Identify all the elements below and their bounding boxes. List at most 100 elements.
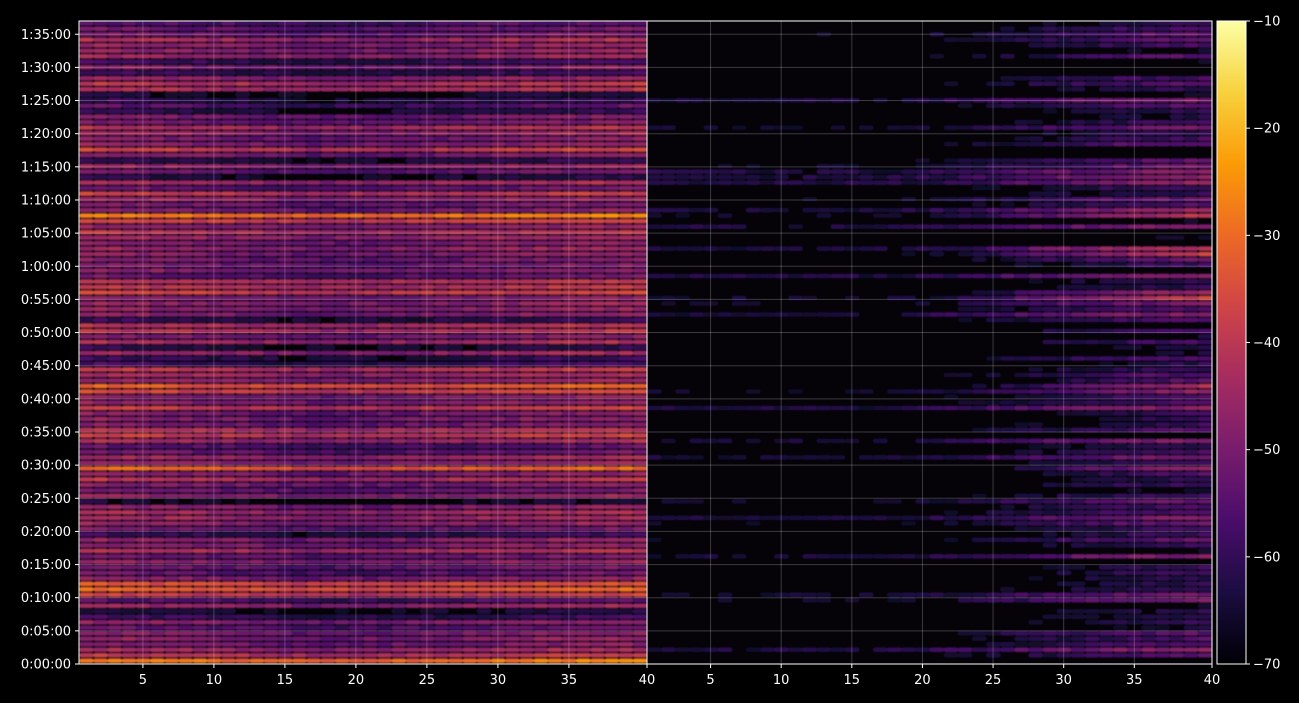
heatmap-cell — [490, 620, 506, 625]
heatmap-cell — [632, 642, 647, 647]
heatmap-cell — [519, 405, 534, 411]
heatmap-cell — [93, 279, 108, 284]
heatmap-cell — [490, 614, 506, 620]
heatmap-cell — [306, 372, 321, 378]
heatmap-cell — [135, 598, 151, 603]
heatmap-cell — [405, 279, 421, 284]
heatmap-cell — [561, 158, 577, 163]
heatmap-cell — [320, 180, 336, 185]
heatmap-cell — [632, 444, 647, 449]
heatmap-cell — [1197, 625, 1212, 631]
heatmap-cell — [490, 268, 506, 273]
heatmap-cell — [334, 488, 350, 493]
heatmap-cell — [107, 438, 123, 444]
heatmap-cell — [505, 581, 520, 587]
heatmap-cell — [206, 620, 222, 625]
heatmap-cell — [462, 433, 478, 438]
heatmap-cell — [221, 367, 236, 372]
heatmap-cell — [334, 136, 350, 141]
heatmap-cell — [1099, 653, 1114, 658]
heatmap-cell — [490, 383, 506, 389]
heatmap-cell — [192, 471, 208, 477]
heatmap-cell — [505, 59, 520, 64]
heatmap-cell — [604, 103, 620, 108]
heatmap-cell — [263, 213, 279, 218]
heatmap-cell — [363, 482, 378, 488]
heatmap-cell — [377, 636, 392, 642]
heatmap-cell — [235, 477, 250, 482]
heatmap-cell — [462, 119, 478, 125]
heatmap-cell — [249, 466, 265, 471]
heatmap-cell — [221, 103, 236, 108]
heatmap-cell — [121, 383, 137, 389]
heatmap-cell — [320, 614, 336, 620]
heatmap-cell — [604, 48, 620, 53]
heatmap-cell — [263, 603, 279, 609]
heatmap-cell — [618, 570, 634, 576]
heatmap-cell — [519, 543, 534, 548]
heatmap-cell — [505, 499, 520, 504]
heatmap-cell — [448, 213, 463, 218]
heatmap-cell — [249, 174, 265, 180]
heatmap-cell — [618, 416, 634, 422]
heatmap-cell — [121, 235, 137, 240]
heatmap-cell — [490, 323, 506, 328]
heatmap-cell — [363, 125, 378, 130]
heatmap-cell — [519, 532, 534, 537]
heatmap-cell — [178, 526, 194, 532]
heatmap-cell — [490, 647, 506, 653]
heatmap-cell — [576, 174, 591, 180]
heatmap-cell — [334, 455, 350, 460]
heatmap-cell — [1056, 609, 1072, 614]
heatmap-cell — [533, 614, 549, 620]
heatmap-cell — [476, 37, 492, 42]
heatmap-cell — [590, 290, 605, 295]
heatmap-cell — [93, 510, 108, 515]
heatmap-cell — [221, 81, 236, 86]
heatmap-cell — [561, 548, 577, 554]
heatmap-cell — [434, 81, 449, 86]
heatmap-cell — [505, 598, 520, 603]
heatmap-cell — [816, 592, 832, 598]
heatmap-cell — [221, 587, 236, 592]
heatmap-cell — [533, 411, 549, 416]
heatmap-cell — [292, 246, 307, 251]
heatmap-cell — [533, 75, 549, 81]
heatmap-cell — [561, 449, 577, 455]
heatmap-cell — [405, 262, 421, 268]
heatmap-cell — [334, 411, 350, 416]
heatmap-cell — [348, 537, 364, 543]
heatmap-cell — [533, 482, 549, 488]
heatmap-cell — [505, 537, 520, 543]
heatmap-cell — [547, 306, 563, 312]
heatmap-cell — [164, 268, 179, 273]
heatmap-cell — [405, 587, 421, 592]
heatmap-cell — [107, 444, 123, 449]
heatmap-cell — [618, 361, 634, 367]
heatmap-cell — [93, 48, 108, 53]
heatmap-cell — [334, 273, 350, 279]
heatmap-cell — [320, 323, 336, 328]
heatmap-cell — [306, 240, 321, 246]
heatmap-cell — [590, 75, 605, 81]
heatmap-cell — [79, 576, 94, 581]
heatmap-cell — [79, 631, 94, 636]
heatmap-cell — [419, 59, 435, 64]
heatmap-cell — [263, 482, 279, 488]
heatmap-cell — [221, 108, 236, 114]
heatmap-cell — [249, 631, 265, 636]
heatmap-cell — [363, 559, 378, 565]
heatmap-cell — [590, 108, 605, 114]
heatmap-cell — [604, 367, 620, 372]
heatmap-cell — [490, 262, 506, 268]
heatmap-cell — [576, 548, 591, 554]
heatmap-cell — [490, 504, 506, 510]
heatmap-cell — [164, 383, 179, 389]
heatmap-cell — [121, 169, 137, 174]
heatmap-cell — [235, 444, 250, 449]
heatmap-cell — [348, 125, 364, 130]
heatmap-cell — [505, 317, 520, 323]
heatmap-cell — [93, 455, 108, 460]
heatmap-cell — [476, 251, 492, 257]
heatmap-cell — [391, 383, 407, 389]
